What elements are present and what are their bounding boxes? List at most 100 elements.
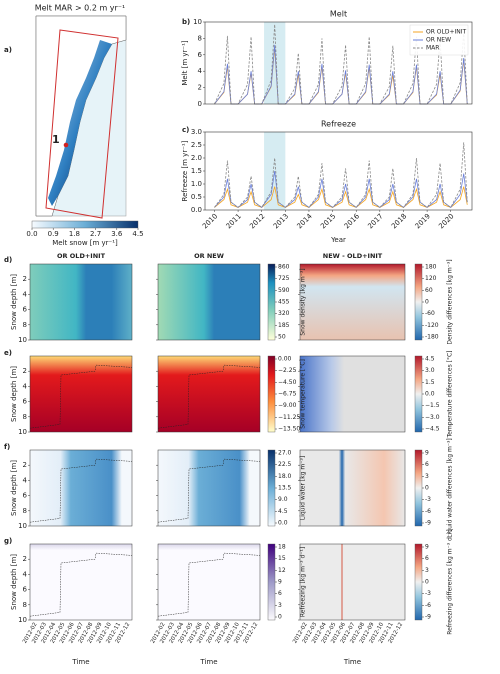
snow-surface-line <box>29 458 133 523</box>
y-axis-label: Snow depth [m] <box>10 554 18 610</box>
heatmap-frame <box>29 449 133 527</box>
colorbar-tick-label: 4.5 <box>425 356 435 363</box>
y-tick-label: 8 <box>23 321 27 329</box>
heatmap-field <box>158 544 260 620</box>
heatmap-field <box>30 264 132 340</box>
colorbar-tick-label: 4.5 <box>132 230 143 238</box>
heatmap-field <box>30 356 132 432</box>
colorbar-tick-label: 27.0 <box>278 450 292 457</box>
heatmap-field <box>300 544 405 620</box>
colorbar-tick-label: 18.0 <box>278 473 292 480</box>
heatmap-frame <box>299 355 406 433</box>
x-tick-label: 2011 <box>225 212 243 230</box>
colorbar-tick-label: 0 <box>425 299 429 306</box>
colorbar-tick-label: −9.00 <box>278 402 297 409</box>
colorbar-tick-label: -3 <box>425 496 431 503</box>
colorbar-tick-label: 6 <box>278 590 282 597</box>
colorbar-tick-label: 9.0 <box>278 496 288 503</box>
y-tick-label: 10 <box>18 522 27 530</box>
colorbar-tick-label: -6 <box>425 602 431 609</box>
colorbar-tick-label: 4.5 <box>278 508 288 515</box>
heatmap-field <box>300 356 405 432</box>
heatmap-frame <box>157 449 261 527</box>
map-colorbar <box>31 220 139 229</box>
colorbar-tick-label: 120 <box>425 275 437 282</box>
colorbar-tick-label: 0 <box>425 485 429 492</box>
series-line <box>214 142 468 208</box>
colorbar-tick-label: −13.50 <box>278 426 300 433</box>
colorbar-tick-label: −2.25 <box>278 367 297 374</box>
panel-label: f) <box>4 443 10 451</box>
y-tick-label: 10 <box>18 428 27 436</box>
x-axis-label: Time <box>199 658 217 666</box>
y-tick-label: 10 <box>193 18 202 26</box>
colorbar-tick-label: 60 <box>425 287 433 294</box>
colorbar-tick-label: -120 <box>425 322 439 329</box>
colorbar-label: Snow density [kg m⁻³] <box>300 268 307 335</box>
colorbar-tick-label: 320 <box>278 310 290 317</box>
panel-label: e) <box>4 349 12 357</box>
y-tick-label: 1.5 <box>191 167 202 175</box>
colorbar-tick-label: 9 <box>278 579 282 586</box>
colorbar-label: Refreezing differences [kg m⁻³ d⁻¹] <box>447 529 454 635</box>
panel-label: c) <box>182 126 189 134</box>
y-tick-label: 2 <box>23 367 27 375</box>
panel-label: a) <box>4 46 12 54</box>
legend-label: OR OLD+INIT <box>426 29 467 36</box>
panel-label: d) <box>4 256 12 264</box>
colorbar-tick-label: 9 <box>425 450 429 457</box>
y-tick-label: 3.0 <box>191 128 202 136</box>
y-tick-label: 2 <box>23 275 27 283</box>
y-tick-label: 4 <box>23 570 28 578</box>
x-tick-label: 2016 <box>343 212 362 231</box>
heatmap-field <box>158 450 260 526</box>
y-tick-label: 10 <box>18 336 27 344</box>
x-tick-label: 2015 <box>319 212 337 230</box>
panel-label: g) <box>4 537 12 545</box>
x-tick-label: 2018 <box>390 212 408 230</box>
colorbar-tick-label: 1.8 <box>69 230 80 238</box>
site-marker <box>63 142 69 148</box>
colorbar <box>414 355 423 433</box>
y-axis-label: Melt [m yr⁻¹] <box>181 40 189 86</box>
y-tick-label: 0 <box>198 100 202 108</box>
colorbar-label: Snow temperature [°C] <box>300 359 307 429</box>
colorbar-tick-label: −4.5 <box>425 426 440 433</box>
colorbar-tick-label: 15 <box>278 555 286 562</box>
colorbar-tick-label: 50 <box>278 334 286 341</box>
x-tick-label: 2020 <box>437 212 455 230</box>
colorbar-tick-label: −3.0 <box>425 414 440 421</box>
y-tick-label: 2.5 <box>191 141 202 149</box>
x-axis-label: Time <box>343 658 361 666</box>
colorbar-label: Liquid water differences [kg m⁻³] <box>447 438 454 537</box>
domain-box <box>45 29 119 219</box>
colorbar-tick-label: 0.0 <box>425 391 435 398</box>
y-tick-label: 2 <box>23 555 27 563</box>
heatmap-field <box>30 450 132 526</box>
heatmap-frame <box>29 543 133 621</box>
y-axis-label: Snow depth [m] <box>10 460 18 516</box>
chart-title: Refreeze <box>321 120 356 129</box>
legend-label: OR NEW <box>426 37 451 44</box>
x-axis-label: Time <box>71 658 89 666</box>
colorbar-tick-label: 13.5 <box>278 485 292 492</box>
y-tick-label: 10 <box>18 616 27 624</box>
y-tick-label: 2 <box>23 461 27 469</box>
y-tick-label: 8 <box>198 34 202 42</box>
x-tick-label: 2019 <box>414 212 432 230</box>
y-tick-label: 8 <box>23 413 27 421</box>
plot-frame <box>204 131 473 211</box>
heatmap-field <box>158 356 260 432</box>
colorbar-tick-label: 725 <box>278 275 290 282</box>
legend-label: MAR <box>426 45 439 52</box>
colorbar-tick-label: 0 <box>425 579 429 586</box>
heatmap-frame <box>157 263 261 341</box>
snow-surface-line <box>157 552 261 617</box>
y-tick-label: 2 <box>198 84 202 92</box>
y-tick-label: 6 <box>198 51 203 59</box>
colorbar-tick-label: −6.75 <box>278 391 297 398</box>
colorbar-tick-label: 9 <box>425 544 429 551</box>
colorbar-tick-label: 0 <box>278 614 282 621</box>
